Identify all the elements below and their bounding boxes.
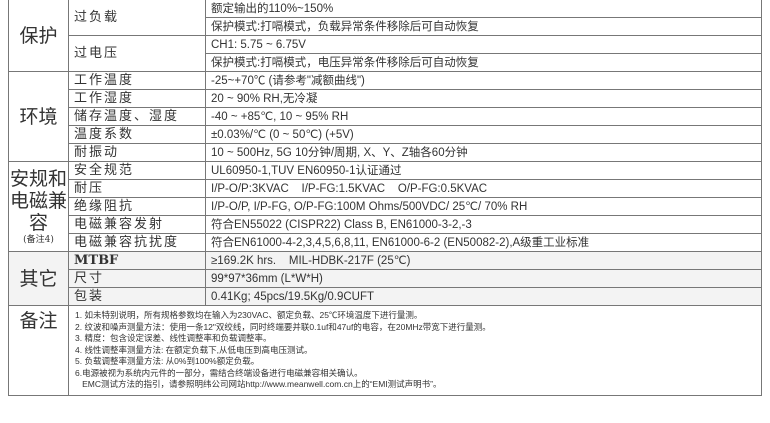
- group-protection: 保护: [8, 0, 69, 72]
- item-label: 储存温度、湿度: [68, 107, 206, 126]
- value: I/P-O/P, I/P-FG, O/P-FG:100M Ohms/500VDC…: [205, 197, 762, 216]
- item-label: 工作温度: [68, 71, 206, 90]
- value: 额定输出的110%~150%: [205, 0, 762, 18]
- item-label: 尺寸: [68, 269, 206, 288]
- remarks-list: 1. 如未特别说明，所有规格参数均在输入为230VAC、额定负载、25℃环境温度…: [68, 305, 762, 396]
- group-other: 其它: [8, 251, 69, 306]
- value: 符合EN61000-4-2,3,4,5,6,8,11, EN61000-6-2 …: [205, 233, 762, 252]
- value: CH1: 5.75 ~ 6.75V: [205, 35, 762, 54]
- item-label: 包装: [68, 287, 206, 306]
- value: ±0.03%/℃ (0 ~ 50℃) (+5V): [205, 125, 762, 144]
- value: -25~+70℃ (请参考"减额曲线"): [205, 71, 762, 90]
- remark-line: 5. 负载调整率测量方法: 从0%到100%额定负载。: [75, 356, 260, 366]
- item-label: 绝缘阻抗: [68, 197, 206, 216]
- value: ≥169.2K hrs. MIL-HDBK-217F (25℃): [205, 251, 762, 270]
- remark-line: EMC测试方法的指引，请参照明纬公司网站http://www.meanwell.…: [75, 379, 442, 389]
- remark-line: 4. 线性调整率测量方法: 在额定负载下,从低电压到高电压测试。: [75, 344, 313, 355]
- value: 符合EN55022 (CISPR22) Class B, EN61000-3-2…: [205, 215, 762, 234]
- item-overvoltage: 过电压: [68, 35, 206, 72]
- item-label: 电磁兼容发射: [68, 215, 206, 234]
- value: 10 ~ 500Hz, 5G 10分钟/周期, X、Y、Z轴各60分钟: [205, 143, 762, 162]
- group-environment: 环境: [8, 71, 69, 162]
- item-label: 电磁兼容抗扰度: [68, 233, 206, 252]
- item-label: 工作湿度: [68, 89, 206, 108]
- group-safety-label: 安规和电磁兼容: [9, 167, 67, 234]
- remark-line: 2. 纹波和噪声测量方法：使用一条12"双绞线，同时终端要并联0.1uf和47u…: [75, 321, 491, 332]
- remark-line: 3. 精度：包含设定误差、线性调整率和负载调整率。: [75, 333, 272, 343]
- value: I/P-O/P:3KVAC I/P-FG:1.5KVAC O/P-FG:0.5K…: [205, 179, 762, 198]
- value: 保护模式:打嗝模式，电压异常条件移除后可自动恢复: [205, 53, 762, 72]
- value: 0.41Kg; 45pcs/19.5Kg/0.9CUFT: [205, 287, 762, 306]
- value: 20 ~ 90% RH,无冷凝: [205, 89, 762, 108]
- group-safety-note: (备注4): [23, 234, 54, 245]
- item-overload: 过负载: [68, 0, 206, 36]
- group-safety: 安规和电磁兼容 (备注4): [8, 161, 69, 252]
- remark-line: 6.电源被视为系统内元件的一部分，需结合终端设备进行电磁兼容相关确认。: [75, 367, 363, 378]
- item-label: 耐振动: [68, 143, 206, 162]
- value: -40 ~ +85℃, 10 ~ 95% RH: [205, 107, 762, 126]
- spec-table: 保护 过负载 额定输出的110%~150% 保护模式:打嗝模式，负载异常条件移除…: [8, 0, 762, 396]
- item-label: 耐压: [68, 179, 206, 198]
- value: UL60950-1,TUV EN60950-1认证通过: [205, 161, 762, 180]
- item-label: MTBF: [68, 251, 206, 270]
- remark-line: 1. 如未特别说明，所有规格参数均在输入为230VAC、额定负载、25℃环境温度…: [75, 310, 423, 320]
- value: 保护模式:打嗝模式，负载异常条件移除后可自动恢复: [205, 17, 762, 36]
- group-remarks: 备注: [8, 305, 69, 396]
- item-label: 温度系数: [68, 125, 206, 144]
- item-label: 安全规范: [68, 161, 206, 180]
- value: 99*97*36mm (L*W*H): [205, 269, 762, 288]
